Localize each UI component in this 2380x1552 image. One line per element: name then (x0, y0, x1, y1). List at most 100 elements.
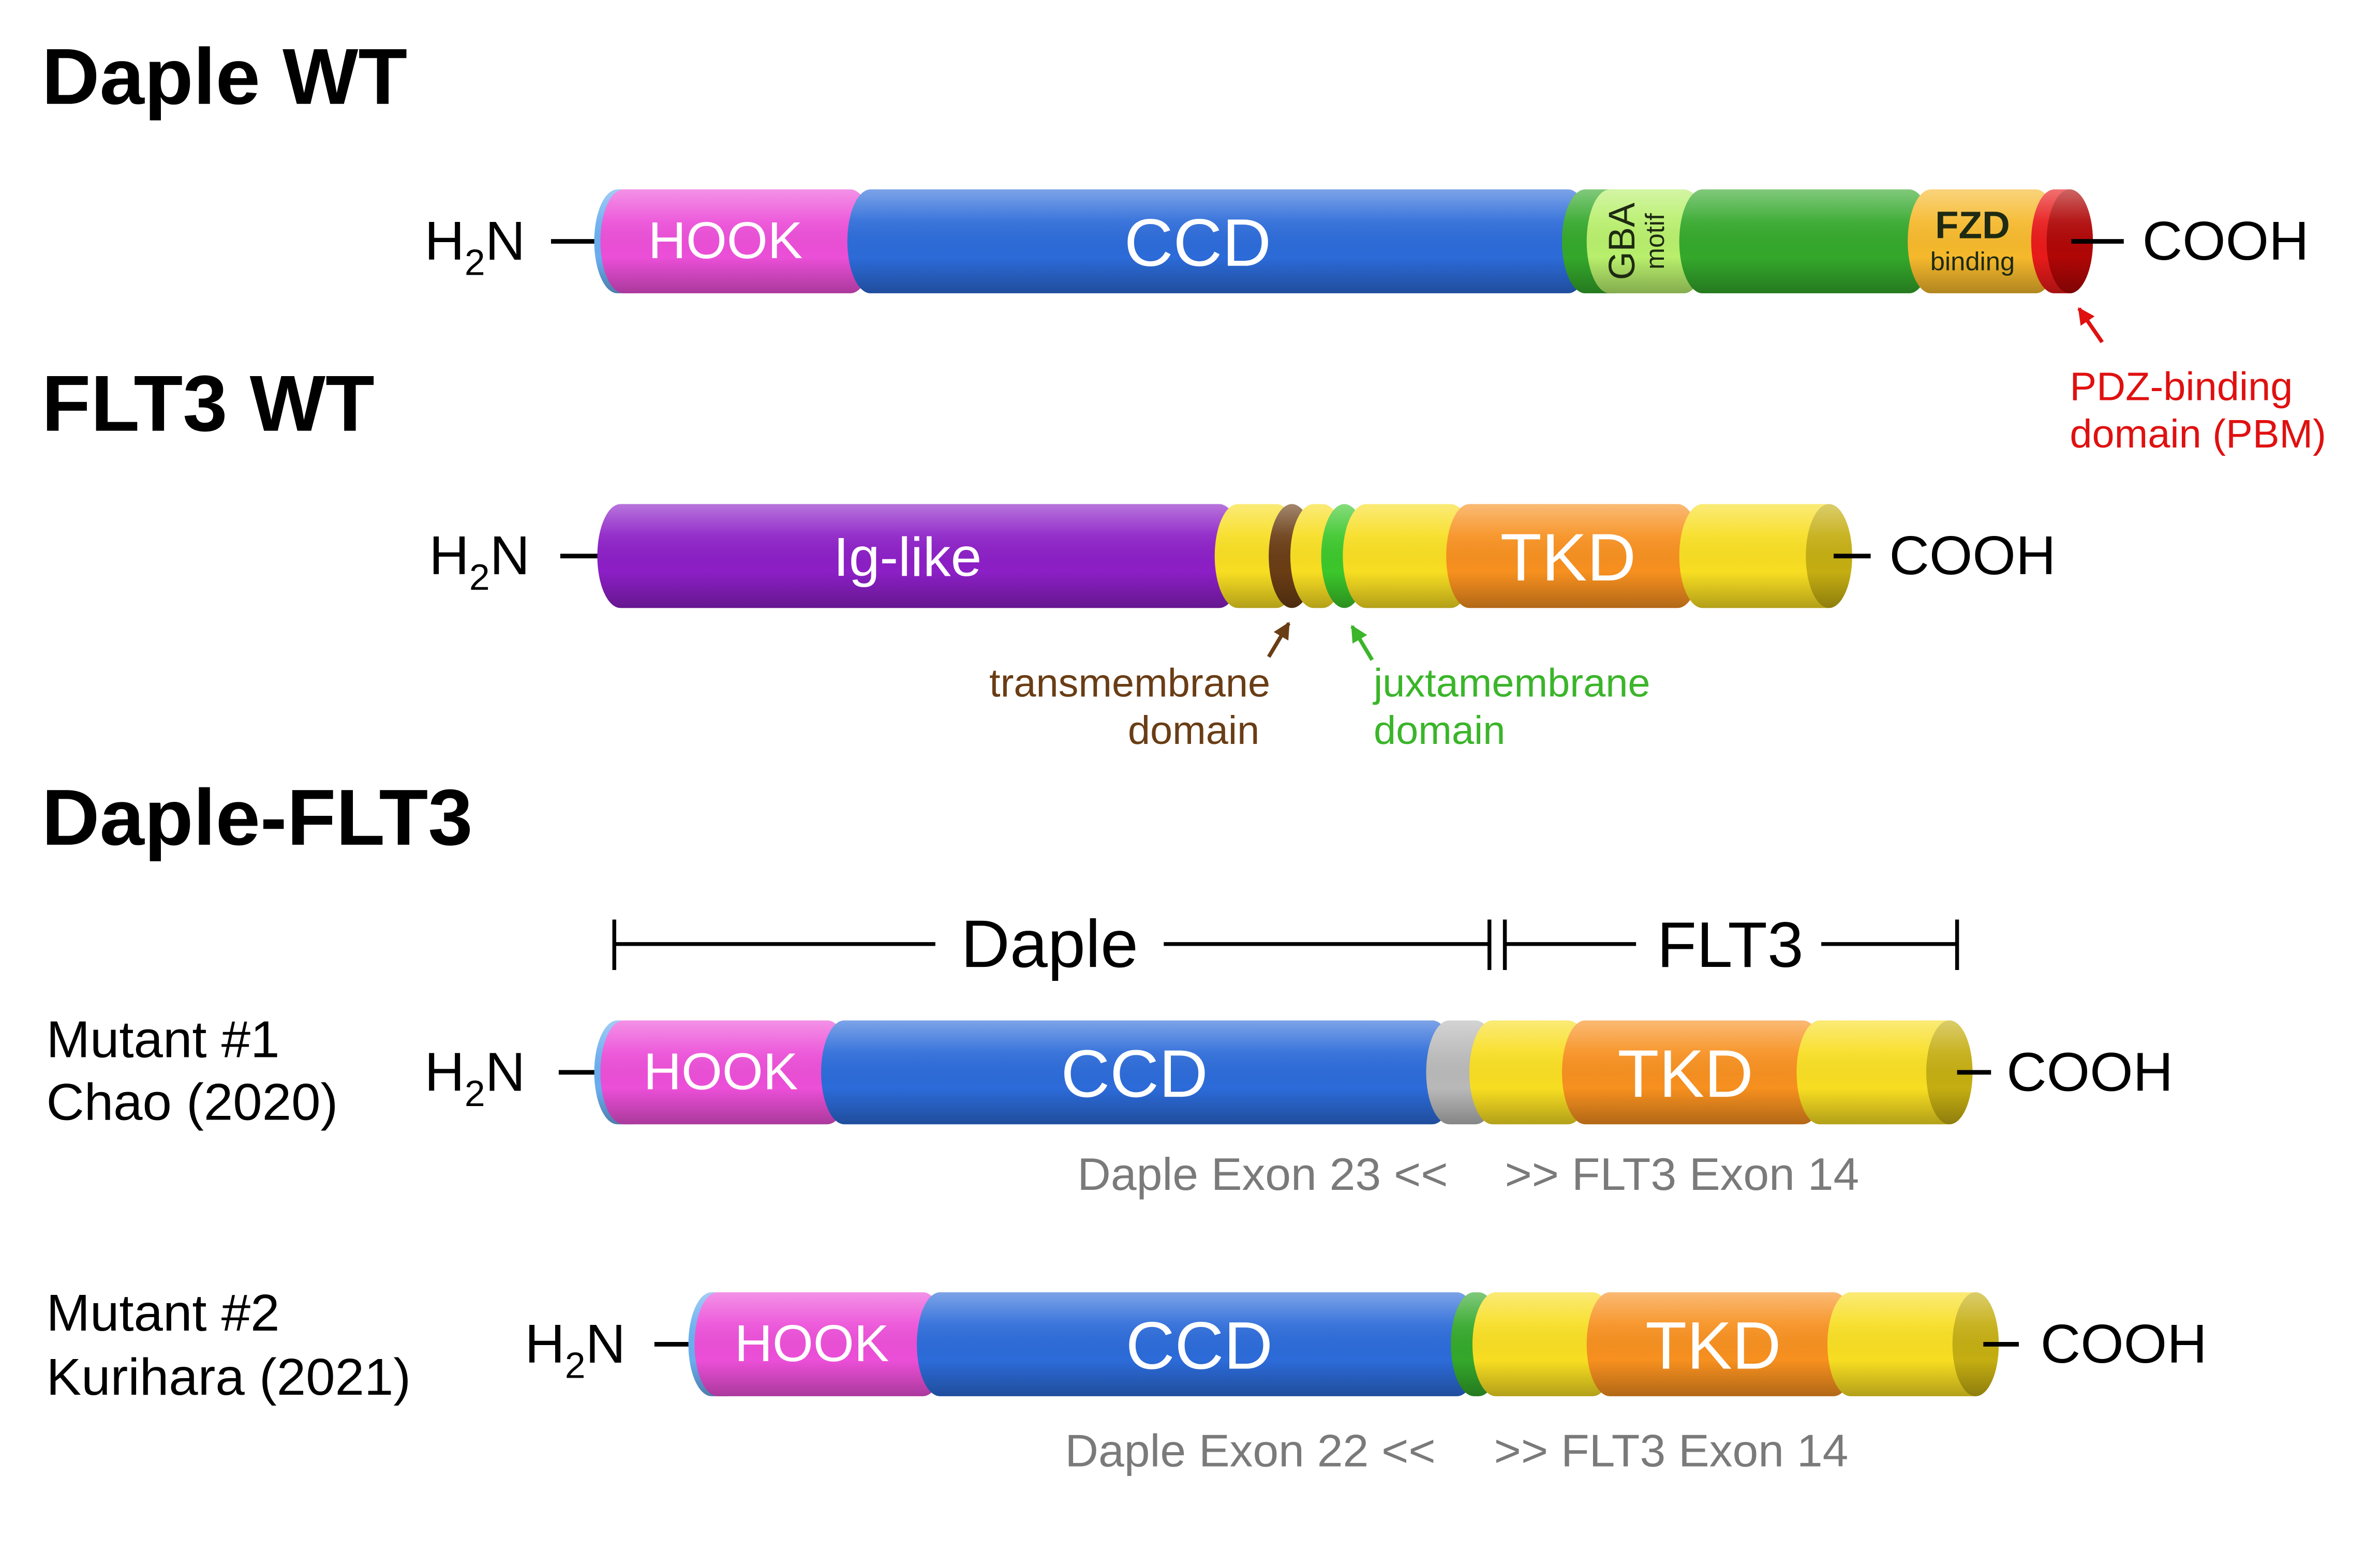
n-terminus-h: H (424, 210, 465, 271)
mutant-2: Mutant #2 Kurihara (2021) H2N COOH HOOK … (46, 1284, 2207, 1476)
segment-shading (847, 189, 1591, 293)
mutant-1-hook-segment (600, 1020, 851, 1125)
transmembrane-annotation-line1: transmembrane (989, 661, 1270, 706)
flt3-wt-tkd-label: TKD (1500, 520, 1636, 595)
pbm-annotation-line1: PDZ-binding (2070, 365, 2293, 409)
n-terminus-subscript: 2 (469, 557, 490, 598)
n-terminus-subscript: 2 (565, 1346, 586, 1386)
flt3-wt-title: FLT3 WT (42, 359, 375, 447)
n-terminus-h: H (525, 1312, 565, 1374)
pbm-annotation-line2: domain (PBM) (2070, 412, 2326, 457)
mutant-1-reference: Chao (2020) (46, 1073, 338, 1131)
segment-shading (1586, 1292, 1857, 1396)
juxtamembrane-arrow (1350, 624, 1374, 661)
n-terminus-n: N (485, 1041, 526, 1102)
segment-shading (1586, 189, 1707, 293)
mutant-2-hook-label: HOOK (735, 1315, 889, 1372)
mutant-1-ccd-segment (821, 1020, 1456, 1125)
juxtamembrane-annotation-line2: domain (1374, 708, 1505, 753)
transmembrane-annotation-line2: domain (1128, 708, 1259, 753)
segment-shading (694, 1292, 946, 1396)
daple-wt-hook-label: HOOK (648, 212, 803, 269)
mutant-2-daple-breakpoint: Daple Exon 22 << (1065, 1425, 1435, 1476)
mutant-2-reference: Kurihara (2021) (46, 1348, 411, 1406)
mutant-1-flt3-breakpoint: >> FLT3 Exon 14 (1505, 1148, 1860, 1200)
flt3-wt-ig-like-label: Ig-like (834, 526, 981, 588)
segment-shading (1472, 1292, 1616, 1396)
daple-wt-ccd-segment (847, 189, 1591, 293)
daple-wt-c-terminal-end-cap (2046, 189, 2093, 293)
segment-shading (916, 1292, 1480, 1396)
mutant-2-n-terminus: H2N (525, 1312, 626, 1386)
mutant-1-yellow-segment (1469, 1020, 1591, 1125)
n-terminus-h: H (424, 1041, 465, 1102)
mutant-1: Mutant #1 Chao (2020) H2N COOH HOOK CCD … (46, 1011, 2173, 1200)
mutant-2-tkd-segment (1586, 1292, 1857, 1396)
daple-wt-c-terminus: COOH (2143, 210, 2309, 271)
segment-shading (600, 189, 874, 293)
segment-shading (1446, 504, 1701, 608)
daple-wt-gba-label: GBA (1602, 202, 1643, 280)
flt3-wt-tkd-segment (1446, 504, 1701, 608)
segment-shading (821, 1020, 1456, 1125)
end-cap-shading (1926, 1020, 1973, 1125)
flt3-wt-section: FLT3 WT H2N COOH Ig-like TKD transmembra… (42, 359, 2056, 753)
mutant-1-protein-bar (594, 1020, 1973, 1125)
mutant-2-protein-bar (688, 1292, 1999, 1396)
fusion-title: Daple-FLT3 (42, 773, 473, 862)
mutant-2-c-terminus: COOH (2041, 1312, 2207, 1374)
mutant-1-name: Mutant #1 (46, 1011, 279, 1068)
daple-wt-fzd-segment (1908, 189, 2059, 293)
segment-shading (600, 1020, 851, 1125)
n-terminus-subscript: 2 (465, 1073, 485, 1114)
segment-shading (1343, 504, 1474, 608)
flt3-wt-protein-bar (597, 504, 1852, 608)
mutant-1-c-terminus: COOH (2006, 1041, 2173, 1102)
n-terminus-n: N (490, 525, 530, 586)
mutant-2-c-terminal-end-cap (1952, 1292, 1999, 1396)
flt3-wt-c-terminus: COOH (1889, 525, 2056, 586)
daple-wt-gba-segment (1586, 189, 1707, 293)
daple-wt-fzd-label: FZD (1935, 204, 2010, 247)
daple-wt-ccd-label: CCD (1124, 205, 1271, 280)
mutant-1-yellow-segment (1796, 1020, 1973, 1125)
flt3-wt-ig-segment (597, 504, 1243, 608)
transmembrane-arrow (1267, 621, 1291, 658)
daple-wt-hook-segment (600, 189, 874, 293)
flt3-wt-yellow-segment (1679, 504, 1852, 608)
segment-shading (1679, 189, 1932, 293)
end-cap-shading (1806, 504, 1852, 608)
mutant-2-yellow-segment (1472, 1292, 1616, 1396)
daple-wt-protein-bar (594, 189, 2093, 293)
n-terminus-h: H (429, 525, 469, 586)
flt3-wt-n-terminus: H2N (429, 525, 530, 598)
mutant-1-tkd-label: TKD (1617, 1036, 1753, 1111)
bracket-daple-label: Daple (961, 906, 1138, 981)
juxtamembrane-annotation-line1: juxtamembrane (1373, 661, 1650, 706)
n-terminus-n: N (586, 1312, 626, 1374)
daple-wt-n-terminus: H2N (424, 210, 525, 283)
pbm-arrow (2077, 307, 2104, 344)
end-cap-shading (2046, 189, 2093, 293)
daple-wt-section: Daple WT H2N COOH HOOK CCD GBA motif FZD… (42, 32, 2326, 457)
mutant-2-ccd-segment (916, 1292, 1480, 1396)
daple-wt-green-segment (1679, 189, 1932, 293)
mutant-2-hook-segment (694, 1292, 946, 1396)
end-cap-shading (1952, 1292, 1999, 1396)
flt3-wt-yellow-segment (1343, 504, 1474, 608)
bracket-flt3-label: FLT3 (1657, 909, 1804, 981)
fusion-origin-bracket: Daple FLT3 (612, 906, 1959, 981)
mutant-2-name: Mutant #2 (46, 1284, 279, 1341)
mutant-1-ccd-label: CCD (1061, 1036, 1208, 1111)
fusion-section: Daple-FLT3 Daple FLT3 Mutant #1 Chao (20… (42, 773, 2207, 1476)
mutant-1-c-terminal-end-cap (1926, 1020, 1973, 1125)
daple-wt-title: Daple WT (42, 32, 408, 121)
daple-wt-fzd-binding-label: binding (1930, 247, 2015, 276)
segment-shading (1679, 504, 1852, 608)
mutant-2-tkd-label: TKD (1645, 1308, 1781, 1383)
n-terminus-subscript: 2 (465, 243, 485, 283)
segment-shading (1469, 1020, 1591, 1125)
n-terminus-n: N (485, 210, 526, 271)
mutant-1-n-terminus: H2N (424, 1041, 525, 1114)
